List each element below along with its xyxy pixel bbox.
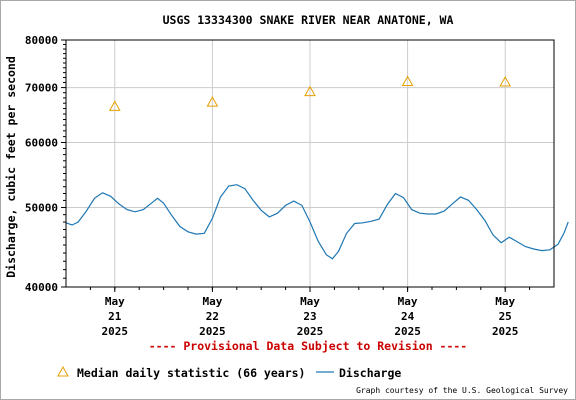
grid-lines [66, 40, 554, 287]
legend-median-label: Median daily statistic (66 years) [77, 366, 305, 380]
median-marker [499, 75, 512, 87]
courtesy-note: Graph courtesy of the U.S. Geological Su… [356, 386, 568, 395]
x-tick-label: 2025 [492, 325, 519, 338]
y-tick-label: 70000 [25, 82, 58, 95]
x-tick-label: May [300, 295, 320, 308]
x-tick-label: 2025 [297, 325, 324, 338]
provisional-notice: ---- Provisional Data Subject to Revisio… [149, 339, 468, 353]
y-tick-label: 80000 [25, 34, 58, 47]
legend-median-marker [57, 365, 69, 377]
median-marker [304, 85, 316, 97]
chart-title: USGS 13334300 SNAKE RIVER NEAR ANATONE, … [163, 13, 454, 27]
median-marker [108, 100, 121, 111]
x-tick-label: May [398, 295, 418, 308]
median-marker [401, 75, 414, 87]
legend: Median daily statistic (66 years) Dischar… [57, 365, 401, 380]
x-tick-labels: May 21 2025 May 22 2025 May 23 2025 May 24 2025 May 2… [89, 287, 531, 338]
x-tick-label: May [105, 295, 125, 308]
x-tick-label: 2025 [394, 325, 421, 338]
y-tick-label: 60000 [25, 137, 58, 150]
x-tick-label: 21 [108, 310, 122, 323]
plot-area-border [65, 39, 555, 288]
x-tick-label: 24 [401, 310, 415, 323]
median-marker [206, 96, 219, 107]
y-tick-label: 50000 [25, 201, 58, 214]
data-series [65, 75, 569, 260]
x-tick-label: 22 [206, 310, 219, 323]
x-tick-label: 2025 [199, 325, 226, 338]
x-tick-label: May [202, 295, 222, 308]
y-axis-label: Discharge, cubic feet per second [4, 56, 18, 278]
x-tick-label: May [495, 295, 515, 308]
y-tick-labels: 40000 50000 60000 70000 80000 [25, 34, 66, 294]
legend-discharge-label: Discharge [339, 366, 401, 380]
y-tick-label: 40000 [25, 281, 58, 294]
discharge-line [65, 184, 569, 260]
x-tick-label: 2025 [102, 325, 129, 338]
x-tick-label: 23 [303, 310, 316, 323]
x-tick-label: 25 [499, 310, 512, 323]
